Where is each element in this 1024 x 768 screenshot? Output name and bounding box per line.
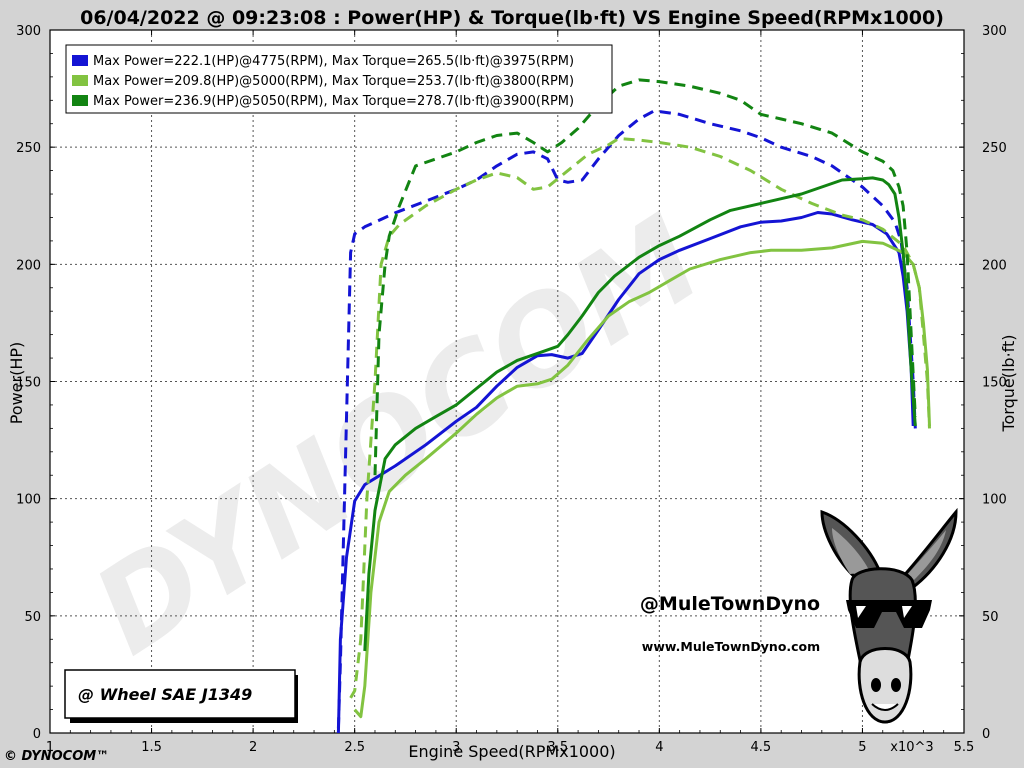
x-tick-label: 1 bbox=[46, 740, 54, 755]
power-line-series-3 bbox=[363, 176, 917, 652]
y-tick-label-left: 50 bbox=[24, 610, 41, 625]
x-tick-label: 4.5 bbox=[751, 740, 772, 755]
y-tick-label-left: 200 bbox=[16, 258, 41, 273]
y-tick-label-left: 250 bbox=[16, 141, 41, 156]
y-tick-label-right: 50 bbox=[982, 610, 999, 625]
x-tick-label: 3.5 bbox=[547, 740, 568, 755]
torque-line-series-1 bbox=[336, 109, 917, 729]
correction-standard-label: @ Wheel SAE J1349 bbox=[78, 685, 252, 704]
y-axis-left-label: Power(HP) bbox=[7, 342, 26, 425]
dynocom-copyright: © DYNOCOM™ bbox=[4, 749, 109, 764]
y-tick-label-left: 100 bbox=[16, 493, 41, 508]
series-lines bbox=[336, 78, 931, 733]
correction-standard-box: @ Wheel SAE J1349 bbox=[64, 669, 298, 723]
y-tick-label-right: 300 bbox=[982, 24, 1007, 39]
legend-swatch-series-3 bbox=[72, 95, 88, 106]
power-line-series-2 bbox=[353, 239, 931, 719]
x-tick-label: 5.5 bbox=[954, 740, 975, 755]
y-tick-label-right: 100 bbox=[982, 493, 1007, 508]
x-tick-label: 1.5 bbox=[141, 740, 162, 755]
y-tick-label-right: 200 bbox=[982, 258, 1007, 273]
x-tick-label: 4 bbox=[655, 740, 663, 755]
x-tick-label: 3 bbox=[452, 740, 460, 755]
legend-swatch-series-1 bbox=[72, 55, 88, 66]
y-tick-label-left: 150 bbox=[16, 376, 41, 391]
y-tick-label-right: 250 bbox=[982, 141, 1007, 156]
brand-website: www.MuleTownDyno.com bbox=[642, 639, 820, 654]
chart-title: 06/04/2022 @ 09:23:08 : Power(HP) & Torq… bbox=[80, 7, 944, 29]
y-tick-label-right: 150 bbox=[982, 376, 1007, 391]
x-tick-label: 2.5 bbox=[344, 740, 365, 755]
y-tick-label-left: 0 bbox=[33, 727, 41, 742]
axis-ticks: 1 1.5 2 2.5 3 3.5 4 4.5 5 5.5 0 0 50 50 100 100 150 150 20… bbox=[16, 24, 1007, 755]
brand-handle: @MuleTownDyno bbox=[640, 593, 820, 615]
legend-label-series-1: Max Power=222.1(HP)@4775(RPM), Max Torqu… bbox=[93, 54, 574, 69]
legend-label-series-3: Max Power=236.9(HP)@5050(RPM), Max Torqu… bbox=[93, 94, 574, 109]
torque-line-series-2 bbox=[349, 137, 931, 699]
mule-logo bbox=[820, 507, 958, 724]
torque-line-series-3 bbox=[373, 78, 917, 476]
x-tick-label: 2 bbox=[249, 740, 257, 755]
x-tick-label: 5 bbox=[858, 740, 866, 755]
y-tick-label-right: 0 bbox=[982, 727, 990, 742]
legend-label-series-2: Max Power=209.8(HP)@5000(RPM), Max Torqu… bbox=[93, 74, 574, 89]
standard-box-frame bbox=[64, 669, 296, 719]
legend: Max Power=222.1(HP)@4775(RPM), Max Torqu… bbox=[65, 44, 613, 114]
x-axis-label: Engine Speed(RPMx1000) bbox=[408, 742, 615, 761]
legend-swatch-series-2 bbox=[72, 75, 88, 86]
y-axis-right-label: Torque(lb·ft) bbox=[999, 334, 1018, 432]
legend-box bbox=[65, 44, 613, 114]
x-multiplier-label: x10^3 bbox=[890, 740, 933, 755]
y-tick-label-left: 300 bbox=[16, 24, 41, 39]
